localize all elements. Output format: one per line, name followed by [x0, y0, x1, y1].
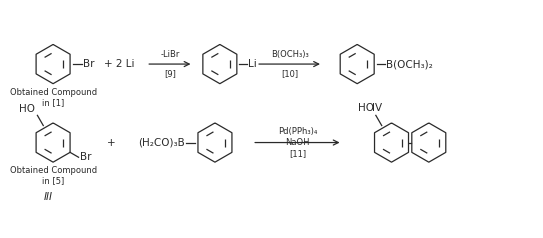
Text: -LiBr: -LiBr [160, 50, 180, 59]
Text: B(OCH₃)₂: B(OCH₃)₂ [386, 59, 432, 69]
Text: + 2 Li: + 2 Li [104, 59, 135, 69]
Text: HO: HO [358, 103, 374, 113]
Text: [9]: [9] [164, 69, 176, 78]
Text: [11]: [11] [289, 149, 306, 159]
Text: Pd(PPh₃)₄: Pd(PPh₃)₄ [277, 127, 317, 136]
Text: Li: Li [248, 59, 257, 69]
Text: NaOH: NaOH [285, 138, 310, 147]
Text: III: III [43, 192, 53, 202]
Text: [10]: [10] [281, 69, 298, 78]
Text: Obtained Compound
in [1]: Obtained Compound in [1] [10, 88, 97, 107]
Text: Obtained Compound
in [5]: Obtained Compound in [5] [10, 166, 97, 185]
Text: B(OCH₃)₃: B(OCH₃)₃ [270, 50, 308, 59]
Text: Br: Br [83, 59, 94, 69]
Text: IV: IV [372, 103, 382, 113]
Text: HO: HO [20, 104, 35, 114]
Text: (H₂CO)₃B: (H₂CO)₃B [138, 138, 185, 148]
Text: Br: Br [80, 152, 91, 162]
Text: +: + [107, 138, 116, 148]
